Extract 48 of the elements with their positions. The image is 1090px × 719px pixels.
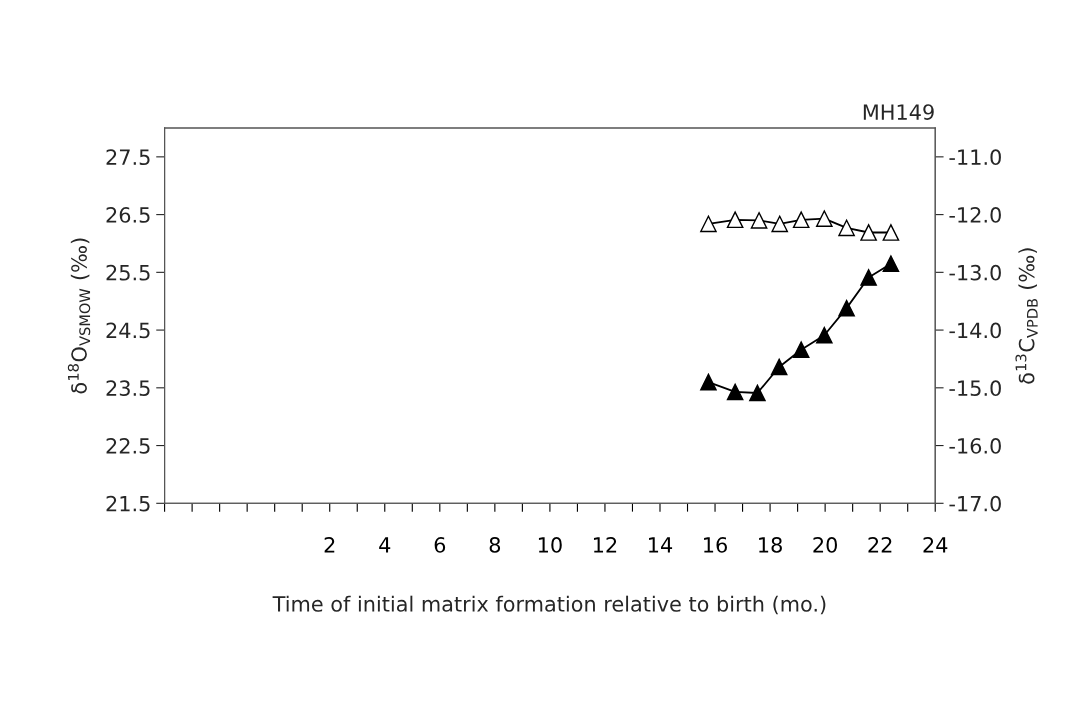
- point: [815, 210, 833, 227]
- y-tick-label: 25.5: [106, 264, 150, 281]
- x-axis-title: Time of initial matrix formation relative to birth (mo.): [272, 595, 826, 615]
- x-tick-label: 12: [593, 537, 617, 553]
- point: [770, 358, 788, 376]
- y-axis-title: δ$^{18}$O$_{VSMOW}$ (‰): [67, 238, 91, 394]
- y-tick-label: 24.5: [106, 322, 150, 339]
- y-tick-label: 27.5: [106, 149, 150, 166]
- x-tick-label: 16: [704, 537, 727, 553]
- y2-tick-label: -15.0: [949, 380, 1001, 397]
- x-tick-label: 22: [868, 537, 892, 553]
- y2-tick-label: -14.0: [949, 322, 1001, 339]
- y2-tick-label: -13.0: [949, 264, 1001, 281]
- x-tick-label: 6: [434, 537, 446, 553]
- point: [749, 384, 766, 402]
- y-tick-label: 26.5: [106, 207, 150, 223]
- point: [792, 211, 810, 229]
- point: [860, 269, 877, 286]
- x-tick-label: 14: [649, 537, 673, 553]
- y2-tick-label: -12.0: [949, 207, 1001, 223]
- y-tick-label: 22.5: [106, 438, 150, 454]
- point: [771, 215, 789, 233]
- point: [792, 341, 810, 359]
- chart-title: MH149: [863, 104, 934, 120]
- x-tick-label: 20: [813, 537, 837, 553]
- y2-axis-title: δ$^{13}$C$_{VPDB}$ (‰): [1015, 248, 1038, 384]
- x-tick-label: 10: [538, 537, 562, 553]
- y-tick-label: 21.5: [106, 495, 150, 512]
- x-tick-label: 18: [759, 537, 782, 553]
- point: [726, 383, 744, 401]
- x-tick-label: 2: [324, 537, 335, 553]
- x-tick-label: 4: [379, 537, 391, 553]
- y-tick-label: 23.5: [106, 380, 150, 397]
- point: [838, 219, 855, 237]
- y2-tick-label: -11.0: [949, 149, 1001, 166]
- point: [882, 255, 900, 273]
- point: [700, 215, 717, 233]
- point: [838, 299, 855, 317]
- point: [750, 212, 768, 229]
- y2-tick-label: -16.0: [949, 438, 1001, 454]
- point: [726, 211, 744, 229]
- point: [882, 224, 900, 241]
- x-tick-label: 24: [923, 537, 948, 553]
- point: [860, 224, 877, 241]
- x-tick-label: 8: [489, 537, 501, 553]
- point: [815, 326, 833, 344]
- y2-tick-label: -17.0: [949, 495, 1001, 512]
- point: [700, 373, 717, 391]
